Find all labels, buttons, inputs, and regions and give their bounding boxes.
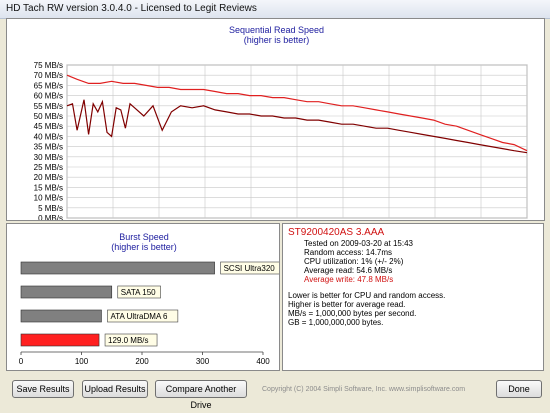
burst-bar-label: SATA 150 xyxy=(121,288,156,297)
info-panel: ST9200420AS 3.AAA Tested on 2009-03-20 a… xyxy=(282,223,544,371)
burst-label-box xyxy=(104,333,158,347)
burst-x-tick-label: 0 xyxy=(19,357,24,366)
compare-drive-button[interactable]: Compare Another Drive xyxy=(155,380,247,410)
sequential-read-panel: Sequential Read Speed (higher is better)… xyxy=(6,18,545,221)
done-button[interactable]: Done xyxy=(496,380,542,398)
burst-chart-title: Burst Speed xyxy=(119,232,169,242)
seq-y-tick-label: 50 MB/s xyxy=(34,112,63,121)
note-mbs-definition: MB/s = 1,000,000 bytes per second. xyxy=(288,309,417,318)
burst-bar xyxy=(20,285,113,299)
burst-label-box xyxy=(117,285,161,299)
seq-y-tick-label: 20 MB/s xyxy=(34,173,63,182)
tested-date: Tested on 2009-03-20 at 15:43 xyxy=(304,239,413,248)
seq-y-tick-label: 55 MB/s xyxy=(34,102,63,111)
average-write: Average write: 47.8 MB/s xyxy=(304,275,394,284)
seq-y-tick-label: 75 MB/s xyxy=(34,61,63,70)
note-lower-better: Lower is better for CPU and random acces… xyxy=(288,291,446,300)
seq-y-tick-label: 30 MB/s xyxy=(34,153,63,162)
burst-bar xyxy=(20,261,215,275)
window-title: HD Tach RW version 3.0.4.0 - Licensed to… xyxy=(6,3,257,14)
burst-bar-label: ATA UltraDMA 6 xyxy=(110,312,168,321)
seq-y-tick-label: 60 MB/s xyxy=(34,92,63,101)
write-speed-line xyxy=(66,99,528,154)
burst-x-tick-label: 100 xyxy=(75,357,89,366)
title-bar: HD Tach RW version 3.0.4.0 - Licensed to… xyxy=(0,0,550,19)
burst-bar xyxy=(20,309,102,323)
seq-y-tick-label: 70 MB/s xyxy=(34,71,63,80)
burst-x-tick-label: 300 xyxy=(196,357,210,366)
burst-x-tick-label: 400 xyxy=(256,357,270,366)
burst-speed-chart: SCSI Ultra320 SATA 150 ATA UltraDMA 6 129.0… xyxy=(19,261,279,366)
note-gb-definition: GB = 1,000,000,000 bytes. xyxy=(288,318,384,327)
seq-y-tick-label: 15 MB/s xyxy=(34,183,63,192)
seq-y-tick-label: 10 MB/s xyxy=(34,194,63,203)
cpu-utilization: CPU utilization: 1% (+/- 2%) xyxy=(304,257,404,266)
sequential-read-chart: 0 MB/s5 MB/s10 MB/s 15 MB/s20 MB/s25 MB/s… xyxy=(34,61,528,220)
random-access: Random access: 14.7ms xyxy=(304,248,393,257)
drive-name: ST9200420AS 3.AAA xyxy=(288,227,385,238)
burst-bar xyxy=(20,333,100,347)
burst-label-box xyxy=(220,261,279,275)
seq-y-tick-label: 65 MB/s xyxy=(34,81,63,90)
burst-bar-label: 129.0 MB/s xyxy=(108,336,148,345)
note-higher-better: Higher is better for average read. xyxy=(288,300,406,309)
burst-x-tick-label: 200 xyxy=(135,357,149,366)
burst-chart-subtitle: (higher is better) xyxy=(111,242,177,252)
upload-results-button[interactable]: Upload Results xyxy=(82,380,148,398)
seq-y-tick-label: 40 MB/s xyxy=(34,132,63,141)
burst-bar-label: SCSI Ultra320 xyxy=(224,264,276,273)
seq-y-tick-label: 35 MB/s xyxy=(34,143,63,152)
burst-label-box xyxy=(107,309,179,323)
seq-y-tick-label: 25 MB/s xyxy=(34,163,63,172)
copyright-text: Copyright (C) 2004 Simpli Software, Inc.… xyxy=(262,386,466,393)
average-read: Average read: 54.6 MB/s xyxy=(304,266,393,275)
burst-speed-panel: Burst Speed (higher is better) SCSI Ultr… xyxy=(6,223,280,371)
seq-y-tick-label: 45 MB/s xyxy=(34,122,63,131)
seq-chart-title: Sequential Read Speed xyxy=(228,25,325,35)
seq-y-tick-label: 5 MB/s xyxy=(38,204,63,213)
read-speed-line xyxy=(66,74,528,152)
save-results-button[interactable]: Save Results xyxy=(12,380,74,398)
seq-y-tick-label: 0 MB/s xyxy=(38,214,63,220)
seq-chart-subtitle: (higher is better) xyxy=(243,35,310,45)
